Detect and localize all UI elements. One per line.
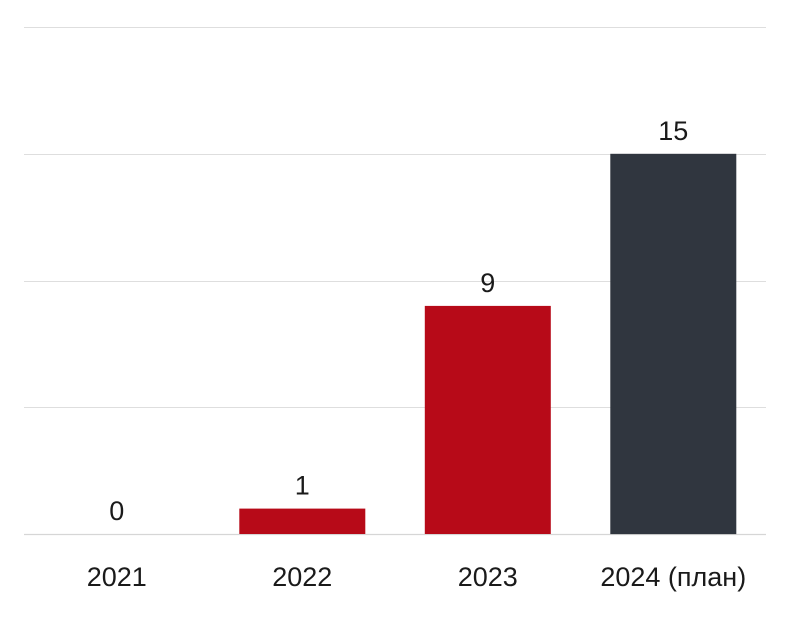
x-tick-label: 2022 xyxy=(272,562,332,592)
x-tick-labels: 2021 2022 2023 2024 (план) xyxy=(87,562,746,592)
data-labels: 0 1 9 15 xyxy=(109,116,688,526)
x-tick-label: 2021 xyxy=(87,562,147,592)
x-tick-label: 2024 (план) xyxy=(600,562,746,592)
data-label: 0 xyxy=(109,496,124,526)
bar xyxy=(610,153,737,535)
bar xyxy=(239,508,366,534)
bars xyxy=(239,153,737,535)
data-label: 9 xyxy=(480,268,495,298)
bar xyxy=(424,305,551,534)
data-label: 1 xyxy=(295,471,310,501)
data-label: 15 xyxy=(658,116,688,146)
x-tick-label: 2023 xyxy=(458,562,518,592)
